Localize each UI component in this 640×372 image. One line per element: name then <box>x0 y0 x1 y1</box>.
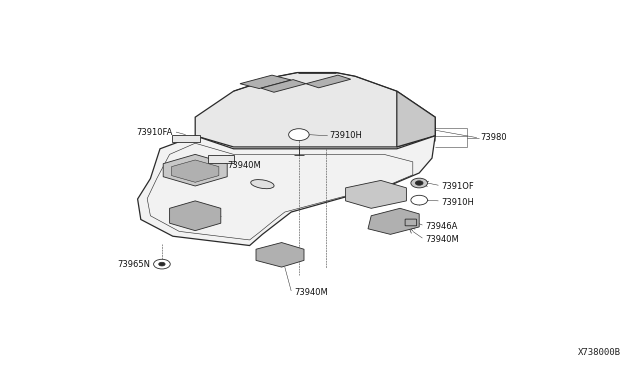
Polygon shape <box>261 80 306 92</box>
Text: 7391OF: 7391OF <box>442 182 474 190</box>
Polygon shape <box>163 154 227 186</box>
Polygon shape <box>256 243 304 267</box>
Text: X738000B: X738000B <box>578 348 621 357</box>
Text: 73946A: 73946A <box>426 222 458 231</box>
Circle shape <box>415 181 423 185</box>
Polygon shape <box>346 180 406 208</box>
Polygon shape <box>397 91 435 147</box>
Text: 73910FA: 73910FA <box>136 128 173 137</box>
Polygon shape <box>208 155 234 163</box>
Polygon shape <box>240 75 291 89</box>
Ellipse shape <box>251 180 274 189</box>
FancyBboxPatch shape <box>405 219 417 226</box>
Polygon shape <box>172 135 200 142</box>
Circle shape <box>289 129 309 141</box>
Text: 73940M: 73940M <box>294 288 328 296</box>
Polygon shape <box>170 201 221 231</box>
Text: 73940M: 73940M <box>227 161 261 170</box>
Circle shape <box>154 259 170 269</box>
Polygon shape <box>368 208 419 234</box>
Text: 73940M: 73940M <box>426 235 460 244</box>
Circle shape <box>411 195 428 205</box>
Polygon shape <box>138 136 435 246</box>
Polygon shape <box>172 160 219 182</box>
Text: 73965N: 73965N <box>117 260 150 269</box>
Text: 73910H: 73910H <box>330 131 362 140</box>
Circle shape <box>159 262 165 266</box>
Polygon shape <box>195 73 435 147</box>
Circle shape <box>411 178 428 188</box>
Text: 73980: 73980 <box>480 133 507 142</box>
Polygon shape <box>306 75 351 88</box>
Text: 73910H: 73910H <box>442 198 474 207</box>
